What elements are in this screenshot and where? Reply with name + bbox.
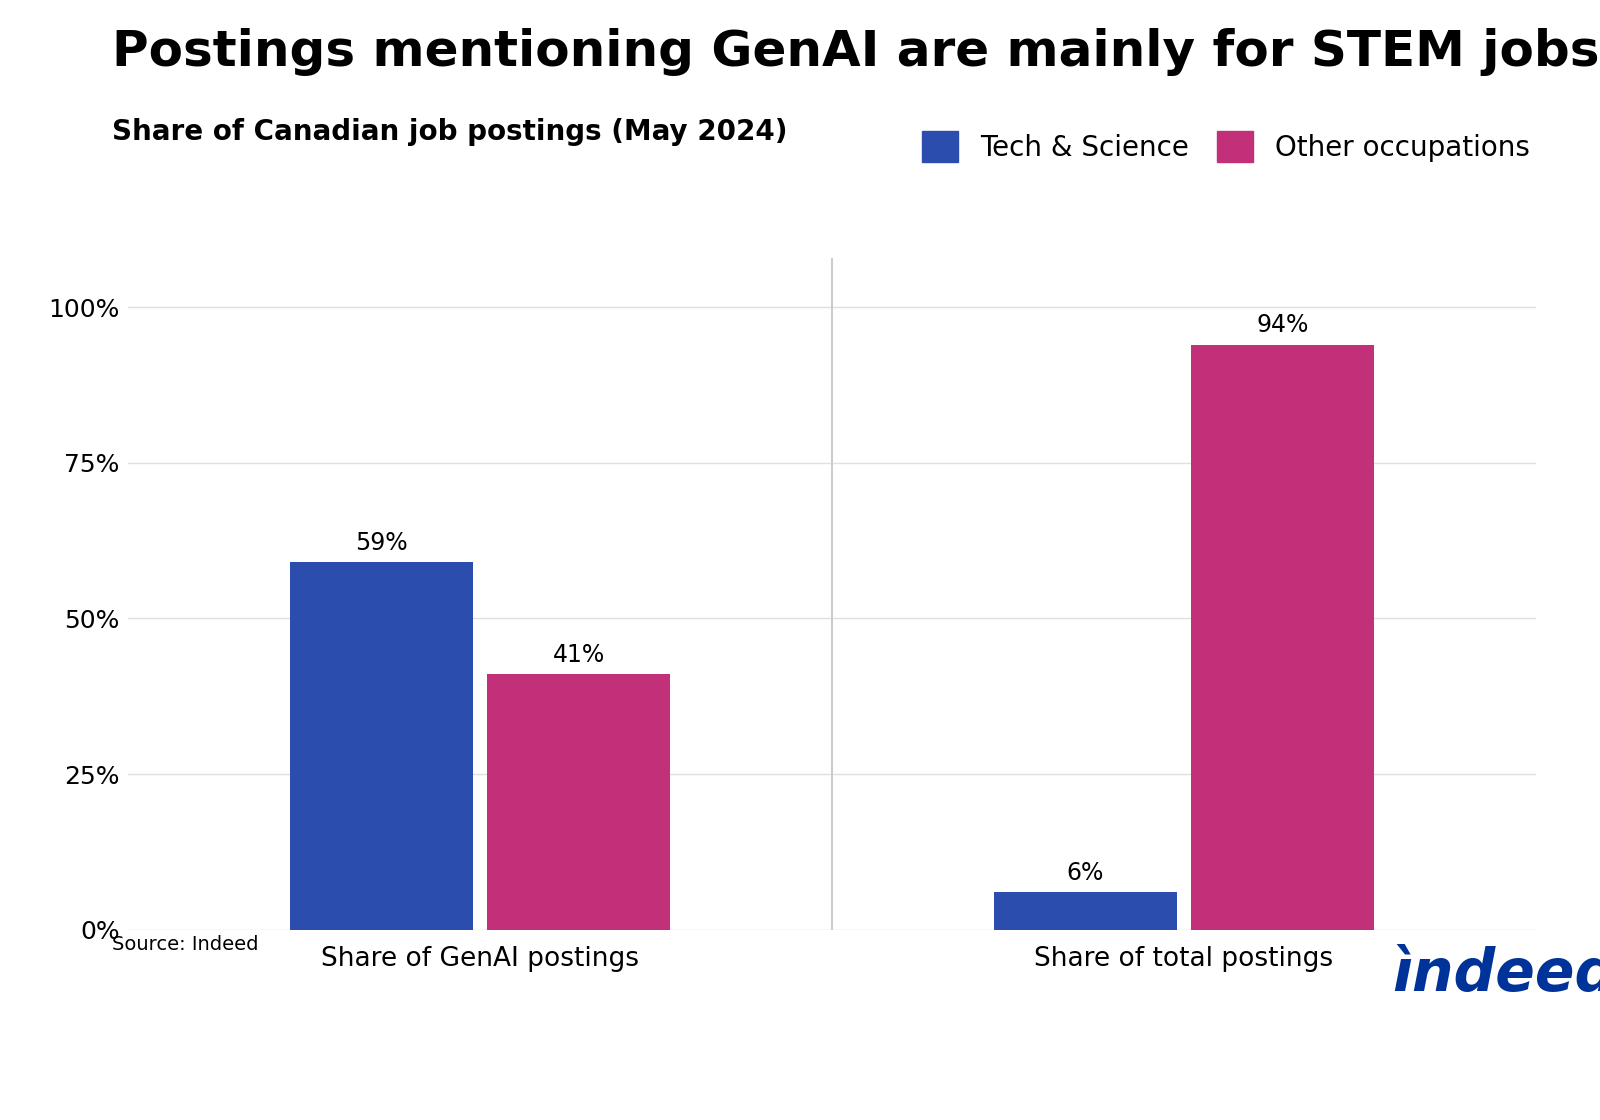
Bar <box>994 893 1178 930</box>
Bar <box>290 562 474 930</box>
Text: 6%: 6% <box>1067 861 1104 885</box>
Bar <box>486 674 670 930</box>
Text: 94%: 94% <box>1256 314 1309 337</box>
Text: 41%: 41% <box>552 643 605 668</box>
Text: ìndeed: ìndeed <box>1392 946 1600 1004</box>
Bar <box>1190 345 1374 930</box>
Legend: Tech & Science, Other occupations: Tech & Science, Other occupations <box>922 131 1530 162</box>
Text: Share of Canadian job postings (May 2024): Share of Canadian job postings (May 2024… <box>112 118 787 146</box>
Text: 59%: 59% <box>355 531 408 556</box>
Text: Postings mentioning GenAI are mainly for STEM jobs: Postings mentioning GenAI are mainly for… <box>112 28 1600 76</box>
Text: Source: Indeed: Source: Indeed <box>112 935 259 954</box>
Text: Tech & Science includes postings in Software Development, Information Design & D: Tech & Science includes postings in Soft… <box>24 1052 982 1095</box>
